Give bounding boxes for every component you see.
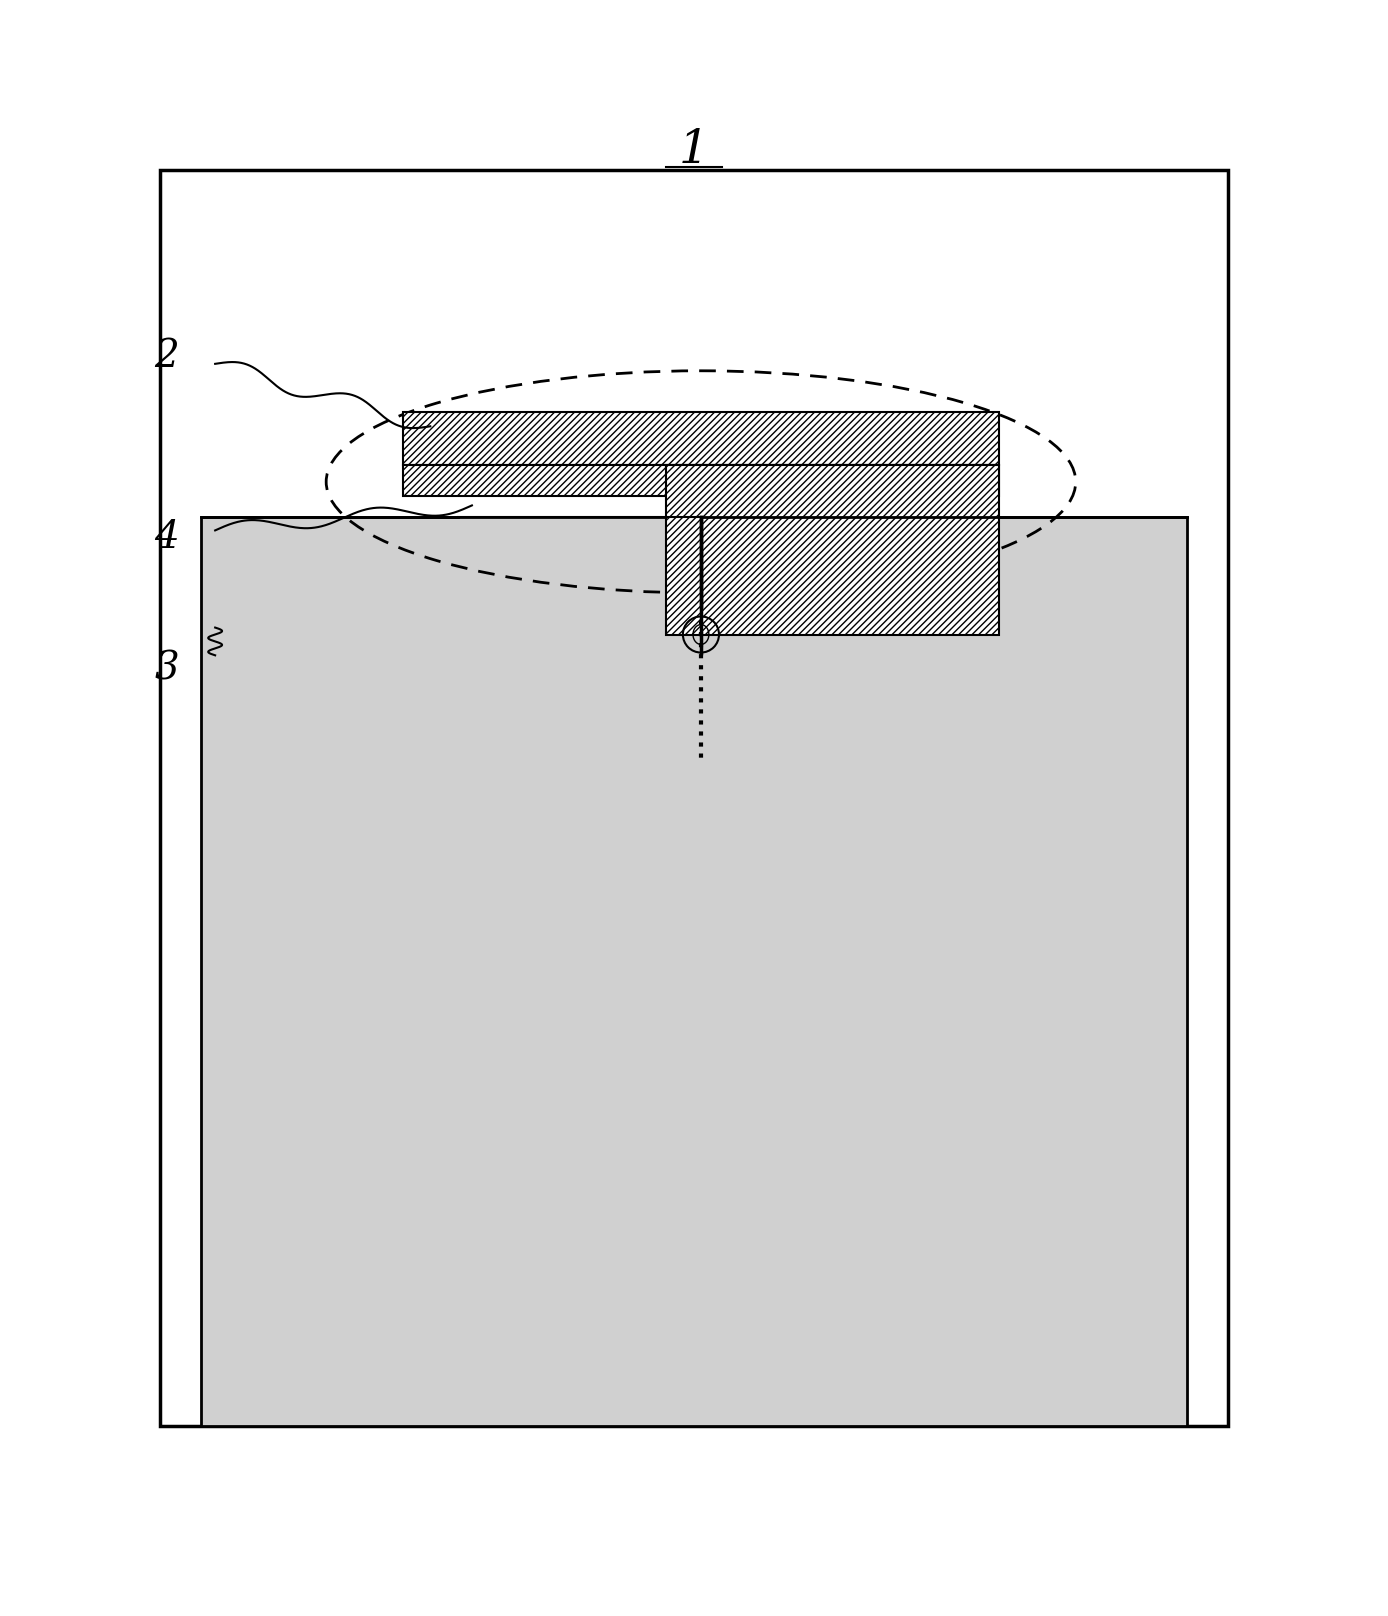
Text: 3: 3: [154, 651, 179, 688]
Bar: [201, 517, 1187, 1425]
Bar: [160, 170, 1228, 1425]
Text: 2: 2: [154, 338, 179, 375]
Bar: [403, 465, 999, 496]
Text: 4: 4: [154, 519, 179, 556]
Bar: [666, 465, 999, 635]
Bar: [403, 412, 999, 465]
Text: 1: 1: [679, 128, 709, 173]
